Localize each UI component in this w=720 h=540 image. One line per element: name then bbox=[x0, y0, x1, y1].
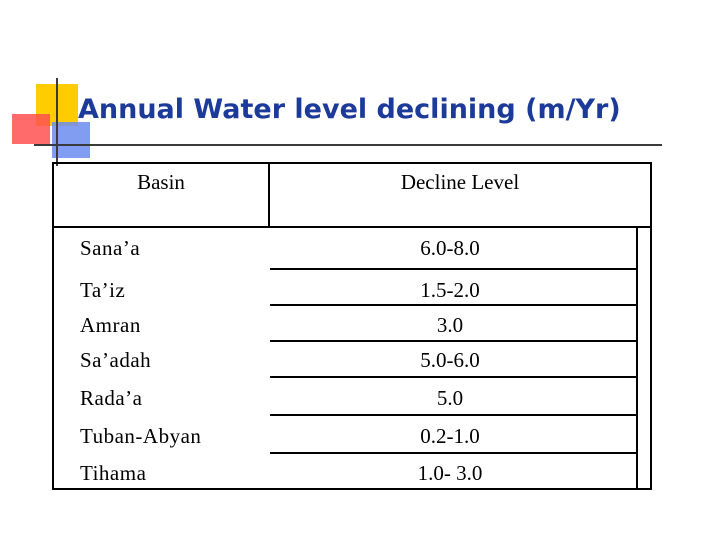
table-row-basin: Tihama bbox=[80, 461, 147, 485]
table-row-basin: Sana’a bbox=[80, 236, 141, 260]
row-divider bbox=[270, 414, 636, 416]
table-row-decline: 6.0-8.0 bbox=[420, 236, 480, 260]
row-divider bbox=[270, 452, 636, 454]
table-row-decline: 1.0- 3.0 bbox=[417, 461, 483, 485]
decorative-vertical-line bbox=[56, 78, 58, 166]
table-row-decline: 0.2-1.0 bbox=[420, 424, 480, 448]
table-header-row bbox=[52, 162, 652, 228]
row-divider bbox=[270, 304, 636, 306]
row-divider bbox=[270, 268, 636, 270]
slide-title: Annual Water level declining (m/Yr) bbox=[78, 94, 621, 125]
row-divider bbox=[270, 376, 636, 378]
table-row-decline: 5.0-6.0 bbox=[420, 348, 480, 372]
header-basin: Basin bbox=[137, 170, 185, 194]
table-row-basin: Sa’adah bbox=[80, 348, 152, 372]
table-row-basin: Tuban-Abyan bbox=[80, 424, 202, 448]
header-divider bbox=[268, 162, 270, 228]
table-row-decline: 1.5-2.0 bbox=[420, 278, 480, 302]
row-divider bbox=[270, 340, 636, 342]
table-body bbox=[52, 228, 652, 490]
header-decline-level: Decline Level bbox=[400, 170, 520, 194]
title-underline bbox=[34, 144, 662, 146]
table-row-decline: 3.0 bbox=[436, 313, 464, 337]
table-row-basin: Ta’iz bbox=[80, 278, 126, 302]
decorative-blue-square bbox=[52, 122, 90, 158]
table-inner-border bbox=[636, 228, 638, 490]
table-row-decline: 5.0 bbox=[436, 386, 464, 410]
decorative-red-square bbox=[12, 114, 50, 144]
table-row-basin: Rada’a bbox=[80, 386, 143, 410]
table-row-basin: Amran bbox=[80, 313, 141, 337]
